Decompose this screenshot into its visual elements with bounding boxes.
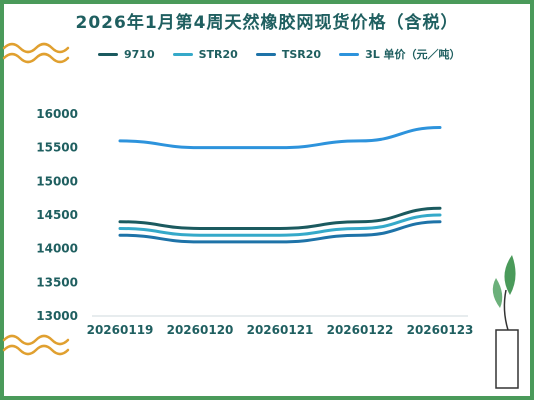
chart-title: 2026年1月第4周天然橡胶网现货价格（含税）	[75, 13, 459, 33]
legend-item: 3L 单价（元／吨）	[339, 46, 461, 62]
y-tick-label: 16000	[36, 107, 78, 121]
y-tick-label: 15500	[36, 141, 78, 155]
legend-label: 3L 单价（元／吨）	[365, 48, 461, 61]
y-tick-label: 14000	[36, 242, 78, 256]
legend-label: 9710	[124, 47, 155, 61]
wave-decoration-bottom	[2, 334, 70, 356]
series-line	[118, 206, 442, 230]
y-tick-label: 13500	[36, 275, 78, 289]
legend-swatch	[339, 52, 360, 56]
x-tick-label: 20260123	[407, 323, 474, 337]
y-tick-label: 13000	[36, 309, 78, 323]
legend-label: STR20	[198, 47, 238, 61]
y-tick-label: 15000	[36, 174, 78, 188]
y-tick-label: 14500	[36, 208, 78, 222]
series-line	[118, 125, 442, 150]
legend-item: 9710	[98, 46, 155, 62]
legend-label: TSR20	[281, 47, 322, 61]
legend-item: TSR20	[255, 46, 322, 62]
x-tick-label: 20260120	[167, 323, 234, 337]
plant-icon	[492, 255, 519, 389]
legend-item: STR20	[172, 46, 238, 62]
legend-swatch	[98, 52, 118, 56]
series-line	[118, 220, 442, 244]
legend-swatch	[172, 52, 193, 56]
wave-decoration-top	[2, 42, 70, 64]
x-tick-label: 20260121	[247, 323, 314, 337]
chart-legend: 9710 STR20 TSR20 3L 单价（元／吨）	[98, 46, 461, 62]
series-line	[118, 213, 442, 237]
x-tick-label: 20260122	[327, 323, 394, 337]
legend-swatch	[255, 52, 276, 56]
x-tick-label: 20260119	[87, 323, 154, 337]
